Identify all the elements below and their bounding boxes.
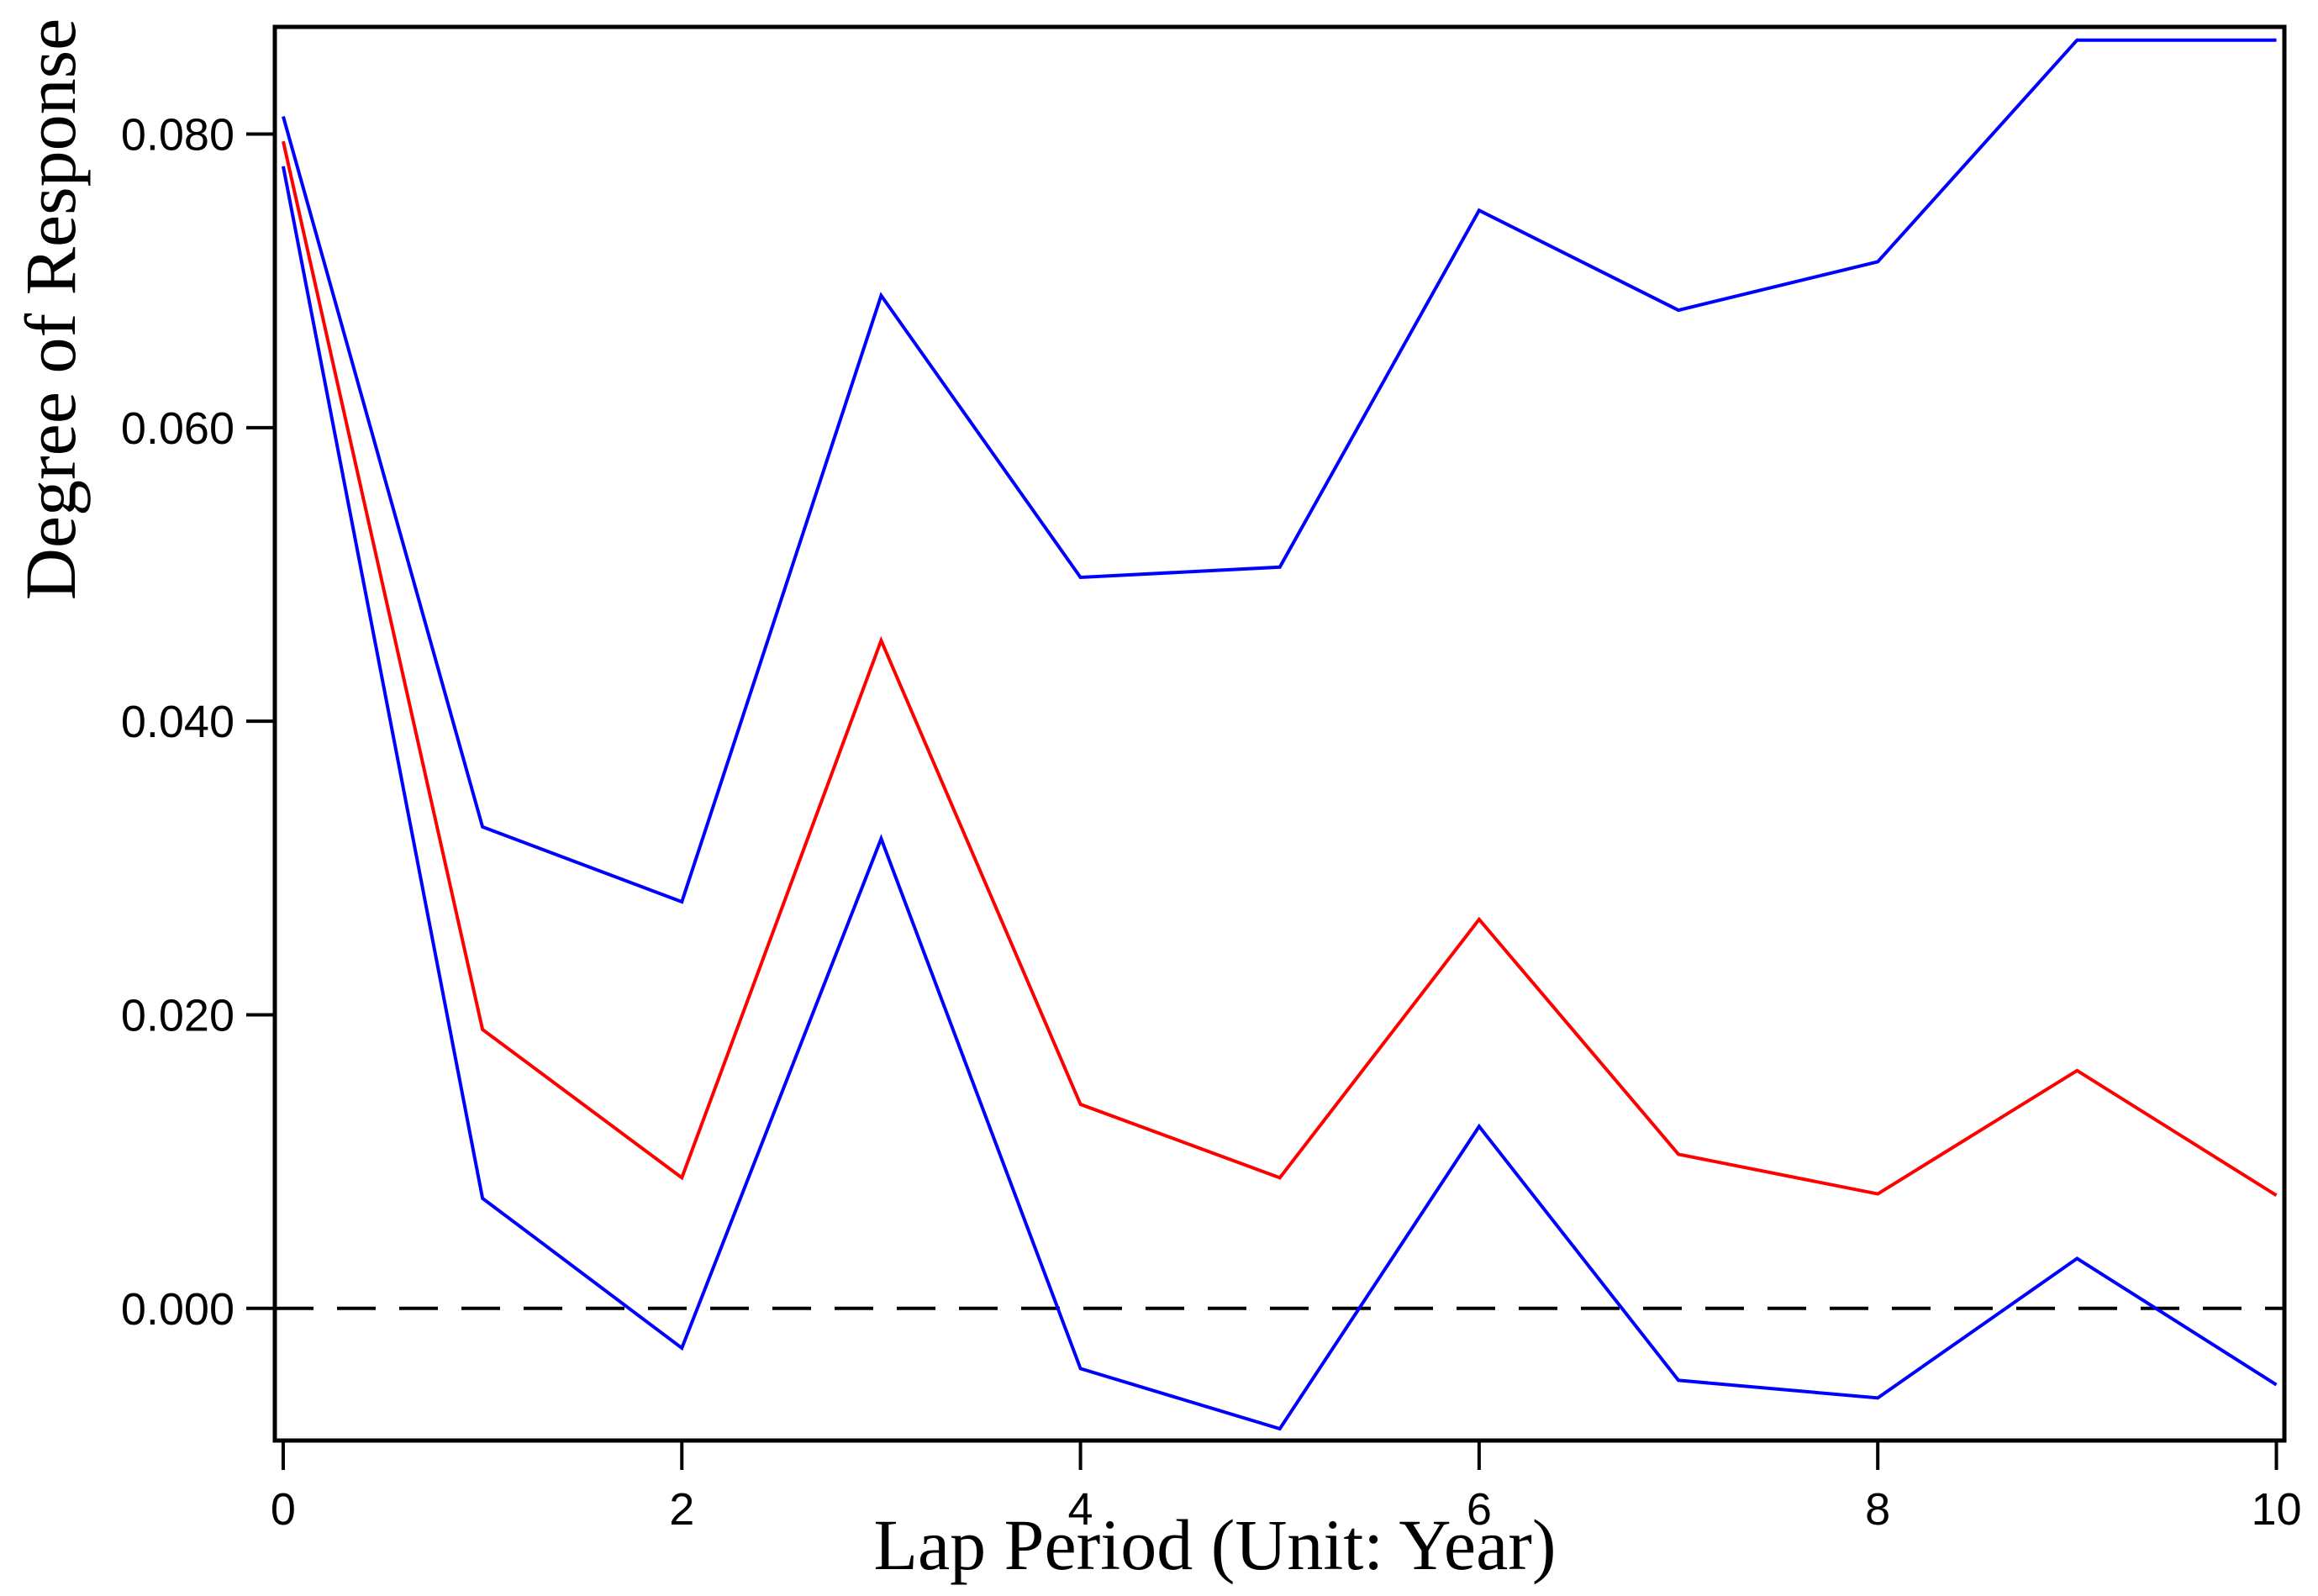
- x-tick-label: 4: [1068, 1484, 1093, 1535]
- y-tick-label: 0.080: [121, 110, 234, 161]
- point-estimate-line: [282, 140, 2278, 1198]
- x-tick-label: 8: [1865, 1484, 1890, 1535]
- y-tick-label: 0.000: [121, 1284, 234, 1335]
- plot-frame: [272, 24, 2287, 1443]
- upper-confidence-bound-line: [282, 38, 2277, 904]
- x-tick-label: 2: [669, 1484, 694, 1535]
- x-tick-label: 0: [271, 1484, 296, 1535]
- x-tick-label: 10: [2251, 1484, 2301, 1535]
- y-tick-label: 0.020: [121, 990, 234, 1040]
- y-axis-title: Degree of Response: [10, 18, 91, 601]
- lower-confidence-bound-line: [281, 166, 2278, 1431]
- y-tick-label: 0.040: [121, 697, 234, 747]
- x-axis-title: Lap Period (Unit: Year): [873, 1504, 1557, 1585]
- y-tick-label: 0.060: [121, 403, 234, 454]
- x-tick-label: 6: [1467, 1484, 1492, 1535]
